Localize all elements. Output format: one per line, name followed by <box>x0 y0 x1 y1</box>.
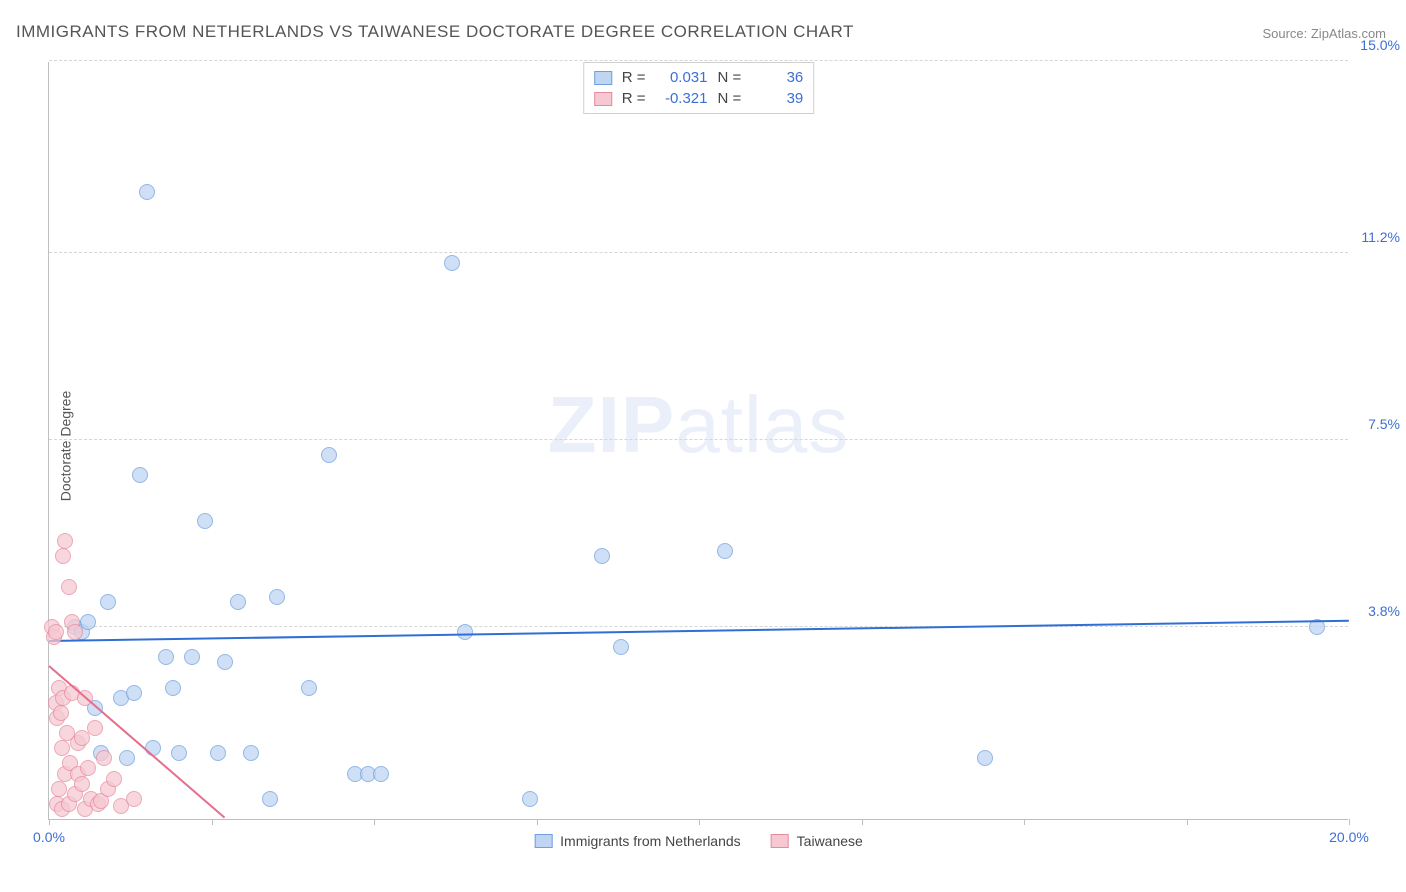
scatter-point <box>80 760 96 776</box>
x-tick-mark <box>49 819 50 825</box>
scatter-point <box>54 740 70 756</box>
legend-row-series-1: R = -0.321 N = 39 <box>594 88 804 109</box>
scatter-point <box>57 533 73 549</box>
scatter-point <box>126 791 142 807</box>
scatter-point <box>594 548 610 564</box>
scatter-point <box>74 776 90 792</box>
scatter-point <box>61 579 77 595</box>
scatter-point <box>53 705 69 721</box>
scatter-point <box>210 745 226 761</box>
scatter-point <box>321 447 337 463</box>
swatch-series-1-bottom <box>771 834 789 848</box>
x-tick-mark <box>374 819 375 825</box>
scatter-point <box>269 589 285 605</box>
legend-item-series-1: Taiwanese <box>771 833 863 849</box>
swatch-series-0-bottom <box>534 834 552 848</box>
scatter-point <box>80 614 96 630</box>
gridline <box>49 439 1348 440</box>
scatter-point <box>301 680 317 696</box>
x-tick-mark <box>699 819 700 825</box>
scatter-point <box>197 513 213 529</box>
scatter-point <box>717 543 733 559</box>
scatter-plot: ZIPatlas R = 0.031 N = 36 R = -0.321 N =… <box>48 62 1348 820</box>
scatter-point <box>100 594 116 610</box>
y-tick-label: 11.2% <box>1350 229 1400 245</box>
scatter-point <box>96 750 112 766</box>
scatter-point <box>132 467 148 483</box>
scatter-point <box>158 649 174 665</box>
chart-title: IMMIGRANTS FROM NETHERLANDS VS TAIWANESE… <box>16 22 854 42</box>
x-tick-label: 0.0% <box>33 829 65 845</box>
scatter-point <box>230 594 246 610</box>
x-tick-mark <box>862 819 863 825</box>
scatter-point <box>165 680 181 696</box>
scatter-point <box>139 184 155 200</box>
scatter-point <box>262 791 278 807</box>
scatter-point <box>977 750 993 766</box>
scatter-point <box>243 745 259 761</box>
scatter-point <box>184 649 200 665</box>
scatter-point <box>106 771 122 787</box>
scatter-point <box>457 624 473 640</box>
scatter-point <box>522 791 538 807</box>
scatter-point <box>444 255 460 271</box>
swatch-series-1 <box>594 92 612 106</box>
scatter-point <box>67 624 83 640</box>
legend-item-series-0: Immigrants from Netherlands <box>534 833 741 849</box>
trend-line <box>49 620 1349 642</box>
scatter-point <box>48 624 64 640</box>
x-tick-mark <box>537 819 538 825</box>
swatch-series-0 <box>594 71 612 85</box>
scatter-point <box>217 654 233 670</box>
x-tick-label: 20.0% <box>1329 829 1369 845</box>
gridline <box>49 626 1348 627</box>
x-tick-mark <box>1349 819 1350 825</box>
x-tick-mark <box>212 819 213 825</box>
y-tick-label: 3.8% <box>1350 603 1400 619</box>
y-tick-label: 15.0% <box>1350 37 1400 53</box>
series-legend: Immigrants from Netherlands Taiwanese <box>534 833 863 849</box>
y-tick-label: 7.5% <box>1350 416 1400 432</box>
watermark: ZIPatlas <box>548 379 849 471</box>
correlation-legend: R = 0.031 N = 36 R = -0.321 N = 39 <box>583 62 815 114</box>
scatter-point <box>55 548 71 564</box>
x-tick-mark <box>1024 819 1025 825</box>
gridline <box>49 252 1348 253</box>
scatter-point <box>373 766 389 782</box>
scatter-point <box>171 745 187 761</box>
scatter-point <box>613 639 629 655</box>
scatter-point <box>51 781 67 797</box>
legend-row-series-0: R = 0.031 N = 36 <box>594 67 804 88</box>
gridline <box>49 60 1348 61</box>
scatter-point <box>119 750 135 766</box>
x-tick-mark <box>1187 819 1188 825</box>
scatter-point <box>126 685 142 701</box>
scatter-point <box>87 720 103 736</box>
